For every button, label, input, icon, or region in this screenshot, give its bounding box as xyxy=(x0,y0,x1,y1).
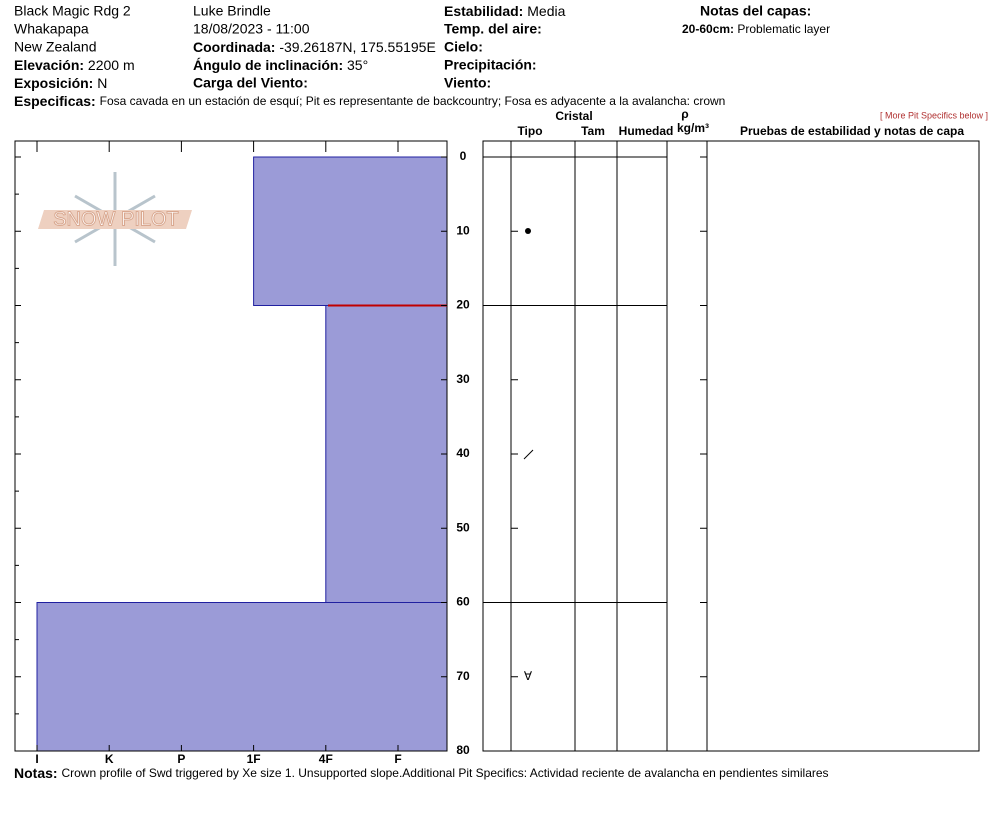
grain-symbol: ∀ xyxy=(524,669,533,683)
text: Crown profile of Swd triggered by Xe siz… xyxy=(61,766,828,780)
value: Media xyxy=(527,3,565,19)
notes: Notas: Crown profile of Swd triggered by… xyxy=(14,765,829,781)
value: Fosa cavada en un estación de esquí; Pit… xyxy=(100,94,726,108)
label: Notas: xyxy=(14,765,58,781)
x-tick-label: 1F xyxy=(247,752,261,766)
elevation: Elevación: 2200 m xyxy=(14,57,135,73)
coord: Coordinada: -39.26187N, 175.55195E xyxy=(193,39,436,55)
logo: SNOW PILOT xyxy=(38,172,192,266)
value: 35° xyxy=(347,57,368,73)
col-header: ρ xyxy=(681,107,688,121)
logo-text: SNOW PILOT xyxy=(53,208,179,230)
plot-frame xyxy=(14,140,448,752)
specifics: Especificas: Fosa cavada en un estación … xyxy=(14,93,725,109)
value: -39.26187N, 175.55195E xyxy=(279,39,435,55)
y-tick-label: 20 xyxy=(456,298,470,312)
air-temp: Temp. del aire: xyxy=(444,21,542,37)
datetime: 18/08/2023 - 11:00 xyxy=(193,21,310,37)
slope: Ángulo de inclinación: 35° xyxy=(193,57,368,73)
stability: Estabilidad: Media xyxy=(444,3,566,19)
label: Especificas: xyxy=(14,93,96,109)
area: Whakapapa xyxy=(14,21,89,37)
col-header: Cristal xyxy=(555,109,592,123)
label: Coordinada: xyxy=(193,39,275,55)
label: Ángulo de inclinación: xyxy=(193,57,343,73)
range: 20-60cm: xyxy=(682,22,734,36)
col-header: Tipo xyxy=(517,124,542,138)
more-link[interactable]: [ More Pit Specifics below ] xyxy=(880,110,988,120)
precip: Precipitación: xyxy=(444,57,537,73)
y-tick-label: 80 xyxy=(456,743,470,757)
note: Problematic layer xyxy=(737,22,830,36)
layer-notes-title: Notas del capas: xyxy=(700,3,811,19)
y-tick-label: 60 xyxy=(456,595,470,609)
x-tick-label: F xyxy=(394,752,401,766)
label: Elevación: xyxy=(14,57,84,73)
y-tick-label: 70 xyxy=(456,669,470,683)
y-tick-label: 0 xyxy=(460,149,467,163)
aspect: Exposición: N xyxy=(14,75,107,91)
x-tick-label: I xyxy=(35,752,38,766)
wind: Viento: xyxy=(444,75,491,91)
label: Exposición: xyxy=(14,75,93,91)
layer-note: 20-60cm: Problematic layer xyxy=(682,22,830,36)
layer-bar xyxy=(36,602,448,752)
hardness-plot xyxy=(36,156,448,752)
observer: Luke Brindle xyxy=(193,3,271,19)
x-tick-label: K xyxy=(105,752,114,766)
x-tick-label: P xyxy=(177,752,185,766)
y-tick-label: 40 xyxy=(456,446,470,460)
layer-bar xyxy=(325,305,448,603)
value: 2200 m xyxy=(88,57,135,73)
site: Black Magic Rdg 2 xyxy=(14,3,131,19)
col-header: Pruebas de estabilidad y notas de capa xyxy=(740,124,964,138)
wind-load: Carga del Viento: xyxy=(193,75,308,91)
layer-bar xyxy=(253,156,448,306)
value: N xyxy=(97,75,107,91)
y-tick-label: 10 xyxy=(456,223,470,237)
table: ∀ xyxy=(482,140,980,752)
sky: Cielo: xyxy=(444,39,483,55)
label: Estabilidad: xyxy=(444,3,523,19)
col-header: Humedad xyxy=(619,124,674,138)
col-header: Tam xyxy=(581,124,605,138)
x-tick-label: 4F xyxy=(319,752,333,766)
y-tick-label: 50 xyxy=(456,520,470,534)
col-header: kg/m³ xyxy=(677,121,709,135)
y-tick-label: 30 xyxy=(456,372,470,386)
country: New Zealand xyxy=(14,39,97,55)
